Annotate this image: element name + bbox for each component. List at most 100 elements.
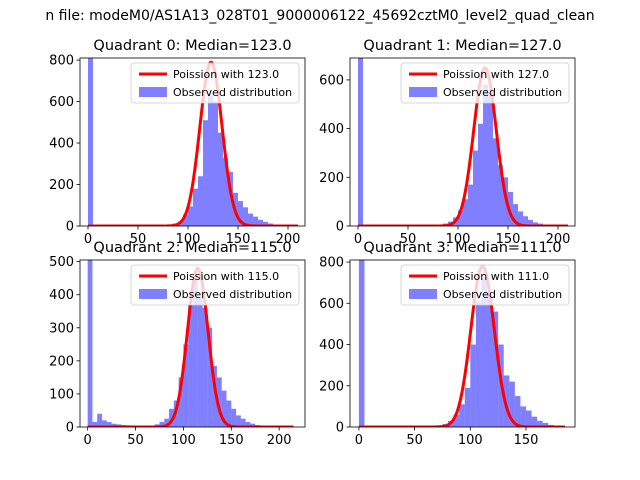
histogram-bar (498, 165, 503, 226)
y-tick-label: 400 (319, 338, 344, 353)
axes-frame (79, 57, 306, 227)
y-tick-label: 100 (49, 387, 74, 402)
histogram-bar (468, 184, 473, 226)
histogram-bar (245, 422, 251, 427)
histogram-bar (178, 377, 184, 427)
histogram-bar (198, 176, 203, 226)
histogram-bar (263, 221, 268, 226)
x-tick-label: 100 (176, 232, 201, 247)
histogram-bar (358, 260, 365, 427)
x-tick-label: 100 (458, 433, 483, 448)
x-tick-label: 200 (276, 232, 301, 247)
legend-poisson-label: Poission with 115.0 (173, 270, 279, 283)
histogram-bar (463, 199, 468, 226)
y-tick-label: 0 (336, 220, 344, 235)
histogram-bar (228, 172, 233, 226)
histogram-bar (459, 404, 465, 427)
histogram-bar (453, 414, 460, 427)
histogram-bar (481, 278, 488, 427)
y-tick-label: 200 (319, 379, 344, 394)
histogram-bar (92, 422, 98, 427)
y-tick-label: 400 (319, 122, 344, 137)
y-tick-label: 0 (336, 421, 344, 436)
histogram-bar (458, 210, 463, 226)
quadrant-1-panel: 0 50 100 150 200 0 200 400 600 Quadrant 1: Median… (319, 38, 576, 247)
histogram-bar (518, 211, 523, 226)
quadrant-0-panel: 0 50 100 150 200 0 200 400 600 800 Quadrant 0: Med… (49, 38, 306, 247)
histogram-bar (492, 311, 499, 427)
x-tick-label: 0 (84, 232, 92, 247)
histogram-bar (483, 84, 488, 226)
x-tick-label: 200 (546, 232, 571, 247)
histogram-bar (473, 150, 478, 226)
legend-histogram-label: Observed distribution (443, 86, 562, 99)
histogram-bar (202, 307, 208, 427)
histogram-bar (258, 219, 263, 226)
histogram-bar (88, 58, 93, 226)
legend-histogram-label: Observed distribution (443, 288, 562, 301)
histogram-bar (240, 418, 246, 427)
y-tick-label: 600 (319, 297, 344, 312)
histogram-bar (528, 219, 533, 226)
quadrant-2-panel: 0 50 100 150 200 0 100 200 300 400 500 Quadrant 2: … (49, 240, 306, 448)
x-tick-label: 50 (400, 232, 417, 247)
histogram-bar (169, 408, 174, 427)
histogram-bar (508, 191, 513, 226)
poisson-curve (87, 60, 299, 226)
histogram-bar (216, 377, 222, 427)
legend-frame (400, 62, 570, 104)
subplot-title: Quadrant 2: Median=115.0 (93, 240, 291, 256)
x-tick-label: 150 (496, 232, 521, 247)
histogram-bar (250, 423, 256, 427)
histogram-bar (188, 304, 193, 427)
histogram-bar (488, 94, 493, 226)
y-tick-label: 200 (49, 354, 74, 369)
y-tick-label: 200 (49, 178, 74, 193)
x-tick-label: 100 (171, 433, 196, 448)
x-tick-label: 50 (130, 232, 147, 247)
y-tick-label: 800 (49, 54, 74, 69)
histogram-bar (221, 390, 227, 427)
figure-suptitle: n file: modeM0/AS1A13_028T01_9000006122_… (45, 8, 594, 24)
legend: Poission with 127.0 Observed distribution (400, 62, 570, 104)
legend-histogram-swatch (139, 87, 167, 97)
axes-frame (349, 57, 576, 227)
histogram-bar (493, 138, 498, 226)
histogram-bar (537, 420, 543, 427)
legend-poisson-label: Poission with 111.0 (443, 270, 549, 283)
x-tick-label: 200 (267, 433, 292, 448)
histogram-bar (208, 93, 213, 226)
histogram-bar (523, 216, 528, 226)
legend-histogram-swatch (409, 87, 437, 97)
histogram-bar (207, 327, 213, 427)
histogram-bar (542, 422, 549, 427)
x-tick-label: 150 (219, 433, 244, 448)
legend-histogram-swatch (139, 289, 167, 299)
y-tick-label: 400 (49, 137, 74, 152)
histogram-bar (226, 400, 232, 427)
legend-frame (130, 62, 300, 104)
legend: Poission with 123.0 Observed distribution (130, 62, 300, 104)
legend-histogram-label: Observed distribution (173, 288, 292, 301)
histogram-bar (102, 420, 107, 427)
legend: Poission with 111.0 Observed distribution (400, 264, 570, 306)
y-tick-label: 600 (319, 73, 344, 88)
x-tick-label: 150 (514, 433, 539, 448)
histogram-bar (520, 406, 526, 427)
x-tick-label: 50 (127, 433, 144, 448)
histogram-bar (236, 415, 241, 427)
y-tick-label: 0 (66, 220, 74, 235)
histogram-bar (213, 101, 218, 226)
subplot-title: Quadrant 0: Median=123.0 (93, 38, 291, 54)
legend-frame (400, 264, 570, 306)
histogram-bar (514, 396, 521, 427)
y-tick-label: 800 (319, 256, 344, 271)
histogram-bar (164, 418, 170, 427)
x-tick-label: 0 (354, 232, 362, 247)
subplot-title: Quadrant 1: Median=127.0 (363, 38, 561, 54)
y-tick-label: 500 (49, 255, 74, 270)
legend-frame (130, 264, 300, 306)
x-tick-label: 150 (226, 232, 251, 247)
histogram-bar (223, 157, 228, 226)
